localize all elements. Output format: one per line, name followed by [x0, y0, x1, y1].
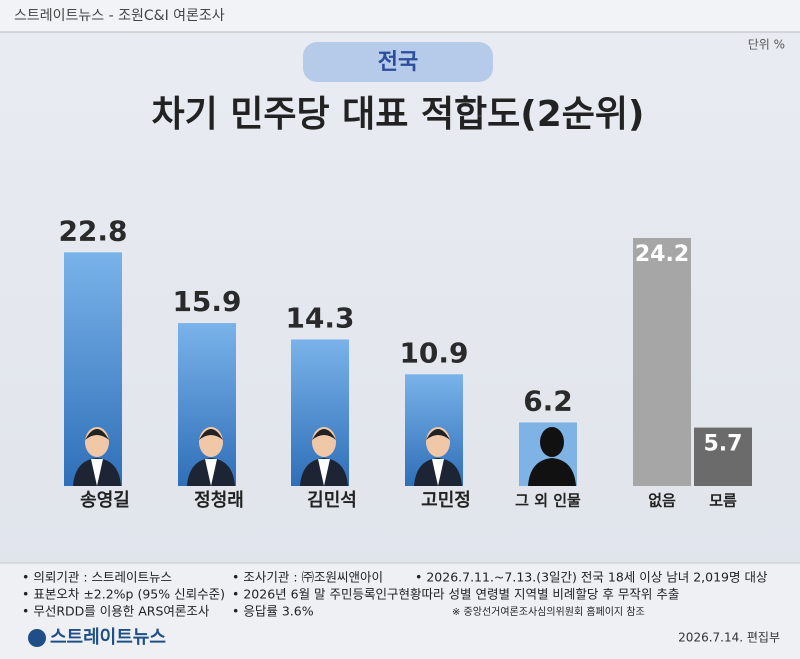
date: 2026.7.14. 편집부 — [678, 631, 780, 645]
bar — [633, 238, 691, 486]
header-bar — [0, 0, 800, 32]
portrait-shirt — [91, 459, 103, 486]
x-tick-label: 고민정 — [421, 490, 471, 511]
portrait-shirt — [205, 459, 217, 486]
footer-note: • 응답률 3.6% — [232, 604, 314, 619]
portrait-hair — [426, 429, 450, 440]
value-label: 10.9 — [399, 336, 468, 369]
footer-note: • 무선RDD를 이용한 ARS여론조사 — [22, 604, 210, 619]
portrait-shirt — [432, 459, 444, 486]
footer-note: • 표본오차 ±2.2%p (95% 신뢰수준) — [22, 587, 225, 602]
value-label: 14.3 — [285, 301, 354, 334]
portrait-body — [528, 458, 576, 486]
footer-note: • 2026.7.11.~7.13.(3일간) 전국 18세 이상 남녀 2,0… — [415, 570, 768, 585]
portrait-head — [540, 427, 564, 457]
region-badge — [303, 42, 493, 82]
value-label: 22.8 — [58, 214, 127, 247]
portrait-hair — [199, 429, 223, 440]
footer-note: • 조사기관 : ㈜조원씨앤아이 — [232, 570, 383, 585]
x-tick-label: 그 외 인물 — [515, 492, 581, 510]
portrait-hair — [312, 429, 336, 440]
region: 전국 — [378, 50, 418, 75]
value-label: 5.7 — [704, 432, 743, 457]
x-tick-label: 정청래 — [194, 490, 244, 511]
x-tick-label: 없음 — [648, 492, 676, 510]
footer-bg — [0, 563, 800, 659]
x-tick-label: 김민석 — [307, 490, 357, 511]
logo: 스트레이트뉴스 — [50, 627, 166, 648]
footer-note: • 의뢰기관 : 스트레이트뉴스 — [22, 570, 172, 585]
value-label: 15.9 — [172, 285, 241, 318]
bar — [694, 427, 752, 486]
unit: 단위 % — [748, 38, 785, 52]
footer-note: • 2026년 6월 말 주민등록인구현황따라 성별 연령별 지역별 비례할당 … — [232, 587, 679, 602]
logo-icon — [28, 629, 46, 647]
chart-title: 차기 민주당 대표 적합도(2순위) — [152, 94, 645, 135]
value-label: 24.2 — [635, 242, 689, 267]
portrait-hair — [85, 429, 109, 440]
source: 스트레이트뉴스 - 조원C&I 여론조사 — [14, 8, 225, 24]
x-tick-label: 송영길 — [80, 489, 130, 511]
value-label: 6.2 — [523, 384, 573, 417]
x-tick-label: 모름 — [709, 492, 737, 510]
portrait-shirt — [318, 459, 330, 486]
footer-note: ※ 중앙선거여론조사심의위원회 홈페이지 참조 — [452, 605, 645, 618]
